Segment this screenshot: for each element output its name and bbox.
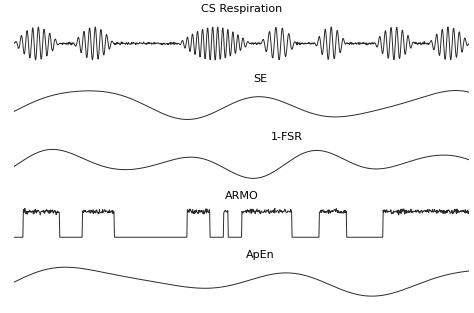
Text: CS Respiration: CS Respiration	[201, 4, 283, 14]
Text: 1-FSR: 1-FSR	[271, 132, 303, 142]
Text: ARMO: ARMO	[225, 191, 259, 201]
Text: SE: SE	[253, 74, 267, 85]
Text: ApEn: ApEn	[246, 250, 274, 260]
